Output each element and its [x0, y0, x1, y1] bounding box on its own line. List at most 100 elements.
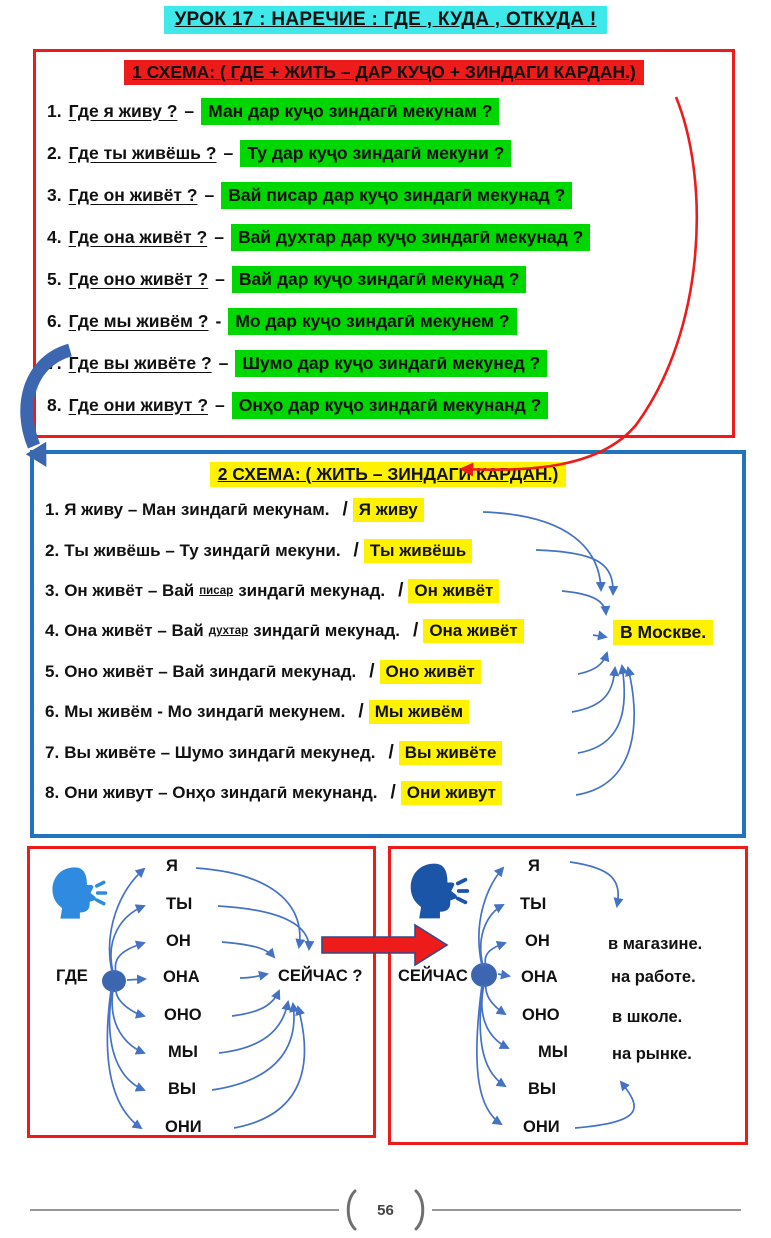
slash: /	[398, 579, 404, 601]
scheme2-target-location: В Москве.	[613, 620, 714, 645]
sentence: Ты живёшь – Ту зиндагӣ мекуни.	[64, 540, 341, 560]
russian-question: Где он живёт ?	[68, 184, 198, 205]
destination: на работе.	[611, 968, 696, 986]
row-number: 5.	[47, 268, 62, 289]
diagram-right-source: СЕЙЧАС	[398, 967, 468, 985]
scheme1-row: 7. Где вы живёте ? – Шумо дар куҷо зиндагӣ …	[36, 342, 732, 384]
pronoun: МЫ	[168, 1043, 198, 1061]
left-bracket-icon	[346, 1189, 357, 1231]
scheme2-row: 2. Ты живёшь – Ту зиндагӣ мекуни. / Ты живё…	[34, 530, 742, 570]
scheme1-row: 8. Где они живут ? – Онҳо дар куҷо зиндагӣ …	[36, 384, 732, 426]
russian-question: Где я живу ?	[68, 100, 178, 121]
diagram-left-source: ГДЕ	[56, 967, 88, 985]
title-bar: УРОК 17 : НАРЕЧИЕ : ГДЕ , КУДА , ОТКУДА …	[0, 6, 771, 34]
pronoun: ОНА	[163, 968, 200, 986]
sentence: Они живут – Онҳо зиндагӣ мекунанд.	[64, 782, 378, 802]
tajik-answer: Вай дар куҷо зиндагӣ мекунад ?	[231, 265, 527, 293]
highlight-phrase: Она живёт	[423, 619, 524, 644]
tajik-answer: Мо дар куҷо зиндагӣ мекунем ?	[228, 307, 517, 335]
destination: в школе.	[612, 1008, 683, 1026]
scheme1-header-wrap: 1 СХЕМА: ( ГДЕ + ЖИТЬ – ДАР КУҶО + ЗИНДА…	[36, 60, 732, 85]
pronoun: ОНО	[522, 1006, 560, 1024]
pronoun: ОНИ	[523, 1118, 560, 1136]
row-number: 7.	[47, 352, 62, 373]
scheme1-row: 2. Где ты живёшь ? – Ту дар куҷо зиндагӣ ме…	[36, 132, 732, 174]
scheme1-row: 5. Где оно живёт ? – Вай дар куҷо зиндагӣ м…	[36, 258, 732, 300]
pronoun: ВЫ	[168, 1080, 197, 1098]
russian-question: Где вы живёте ?	[68, 352, 212, 373]
russian-question: Где она живёт ?	[68, 226, 208, 247]
highlight-phrase: Он живёт	[408, 578, 500, 603]
sentence-end: зиндагӣ мекунад.	[253, 621, 401, 641]
dash: -	[215, 310, 222, 331]
pronoun: ОНА	[521, 968, 558, 986]
scheme2-row: 4. Она живёт – Вай духтар зиндагӣ мекунад. /…	[34, 611, 742, 651]
scheme2-header: 2 СХЕМА: ( ЖИТЬ – ЗИНДАГИ КАРДАН.)	[209, 462, 567, 487]
tajik-answer: Шумо дар куҷо зиндагӣ мекунед ?	[235, 349, 548, 377]
scheme2-row: 7. Вы живёте – Шумо зиндагӣ мекунед. / Вы ж…	[34, 732, 742, 772]
scheme1-row: 6. Где мы живём ? - Мо дар куҷо зиндагӣ мек…	[36, 300, 732, 342]
row-number: 3.	[45, 580, 60, 600]
slash: /	[358, 701, 364, 723]
speaking-head-icon	[410, 863, 470, 919]
slash: /	[388, 741, 394, 763]
tajik-answer: Вай писар дар куҷо зиндагӣ мекунад ?	[221, 181, 573, 209]
row-number: 6.	[47, 310, 62, 331]
pronoun: ОНО	[164, 1006, 202, 1024]
right-bracket-icon	[414, 1189, 425, 1231]
dash: –	[184, 100, 195, 121]
tajik-answer: Ту дар куҷо зиндагӣ мекуни ?	[240, 139, 512, 167]
pronoun: ОНИ	[165, 1118, 202, 1136]
highlight-phrase: Оно живёт	[379, 659, 481, 684]
row-number: 2.	[47, 142, 62, 163]
small-word: писар	[199, 584, 234, 597]
pronoun: Я	[166, 857, 178, 875]
dash: –	[223, 142, 234, 163]
sentence: Я живу – Ман зиндагӣ мекунам.	[64, 500, 330, 520]
dash: –	[204, 184, 215, 205]
row-number: 8.	[45, 782, 60, 802]
sentence: Он живёт – Вай	[64, 580, 195, 600]
russian-question: Где оно живёт ?	[68, 268, 209, 289]
scheme2-row: 8. Они живут – Онҳо зиндагӣ мекунанд. / Они…	[34, 773, 742, 813]
page-title: УРОК 17 : НАРЕЧИЕ : ГДЕ , КУДА , ОТКУДА …	[164, 6, 607, 34]
sentence: Вы живёте – Шумо зиндагӣ мекунед.	[64, 742, 376, 762]
scheme2-row: 1. Я живу – Ман зиндагӣ мекунам. / Я живу	[34, 490, 742, 530]
footer-line-right	[431, 1209, 741, 1211]
pronoun: ТЫ	[520, 895, 547, 913]
slash: /	[369, 660, 375, 682]
page-number: 56	[377, 1201, 394, 1219]
page-footer: 56	[30, 1188, 741, 1232]
tajik-answer: Онҳо дар куҷо зиндагӣ мекунанд ?	[231, 391, 549, 419]
scheme1-row: 1. Где я живу ? – Ман дар куҷо зиндагӣ меку…	[36, 90, 732, 132]
row-number: 7.	[45, 742, 60, 762]
slash: /	[353, 539, 359, 561]
tajik-answer: Вай духтар дар куҷо зиндагӣ мекунад ?	[230, 223, 591, 251]
destination: на рынке.	[612, 1045, 692, 1063]
dash: –	[218, 352, 229, 373]
scheme2-header-wrap: 2 СХЕМА: ( ЖИТЬ – ЗИНДАГИ КАРДАН.)	[34, 462, 742, 487]
slash: /	[413, 620, 419, 642]
highlight-phrase: Вы живёте	[398, 740, 503, 765]
dash: –	[214, 226, 224, 247]
pronoun: ТЫ	[166, 895, 193, 913]
scheme2-row: 3. Он живёт – Вай писар зиндагӣ мекунад. / Он…	[34, 571, 742, 611]
scheme2-row: 6. Мы живём - Мо зиндагӣ мекунем. / Мы живё…	[34, 692, 742, 732]
destination: в магазине.	[608, 935, 703, 953]
tajik-answer: Ман дар куҷо зиндагӣ мекунам ?	[201, 97, 500, 125]
speaking-head-icon	[52, 867, 108, 919]
russian-question: Где они живут ?	[68, 394, 209, 415]
dash: –	[215, 394, 225, 415]
russian-question: Где мы живём ?	[68, 310, 209, 331]
pronoun: ОН	[525, 932, 550, 950]
scheme1-row: 3. Где он живёт ? – Вай писар дар куҷо зинд…	[36, 174, 732, 216]
sentence-end: зиндагӣ мекунад.	[238, 580, 386, 600]
slash: /	[390, 781, 396, 803]
highlight-phrase: Мы живём	[368, 700, 470, 725]
row-number: 6.	[45, 702, 60, 722]
row-number: 1.	[47, 100, 62, 121]
slash: /	[342, 499, 348, 521]
dash: –	[215, 268, 225, 289]
diagram-left-target: СЕЙЧАС ?	[278, 967, 363, 985]
